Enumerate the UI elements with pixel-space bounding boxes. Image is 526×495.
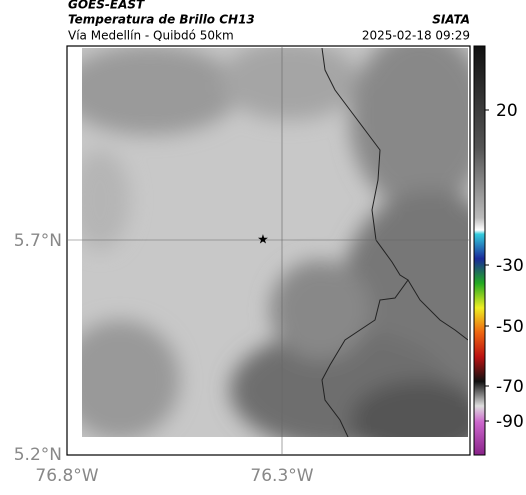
y-tick-label: 5.2°N xyxy=(14,445,62,465)
subtitle: Temperatura de Brillo CH13 xyxy=(68,13,255,27)
location: Vía Medellín - Quibdó 50km xyxy=(68,29,234,43)
datetime: 2025-02-18 09:29 xyxy=(362,29,470,43)
colorbar-label: -30 xyxy=(496,256,524,276)
station-marker: ★ xyxy=(257,233,269,248)
x-tick-label: 76.3°W xyxy=(250,466,313,486)
colorbar-label: 20 xyxy=(496,101,518,121)
source: SIATA xyxy=(432,13,470,27)
x-tick-label: 76.8°W xyxy=(35,466,98,486)
title: GOES-EAST xyxy=(68,0,145,12)
colorbar-label: -70 xyxy=(496,377,524,397)
satellite-image xyxy=(82,48,468,437)
colorbar-label: -50 xyxy=(496,317,524,337)
y-tick-label: 5.7°N xyxy=(14,231,62,251)
map-frame xyxy=(66,45,471,456)
colorbar-label: -90 xyxy=(496,412,524,432)
colorbar xyxy=(473,45,486,456)
